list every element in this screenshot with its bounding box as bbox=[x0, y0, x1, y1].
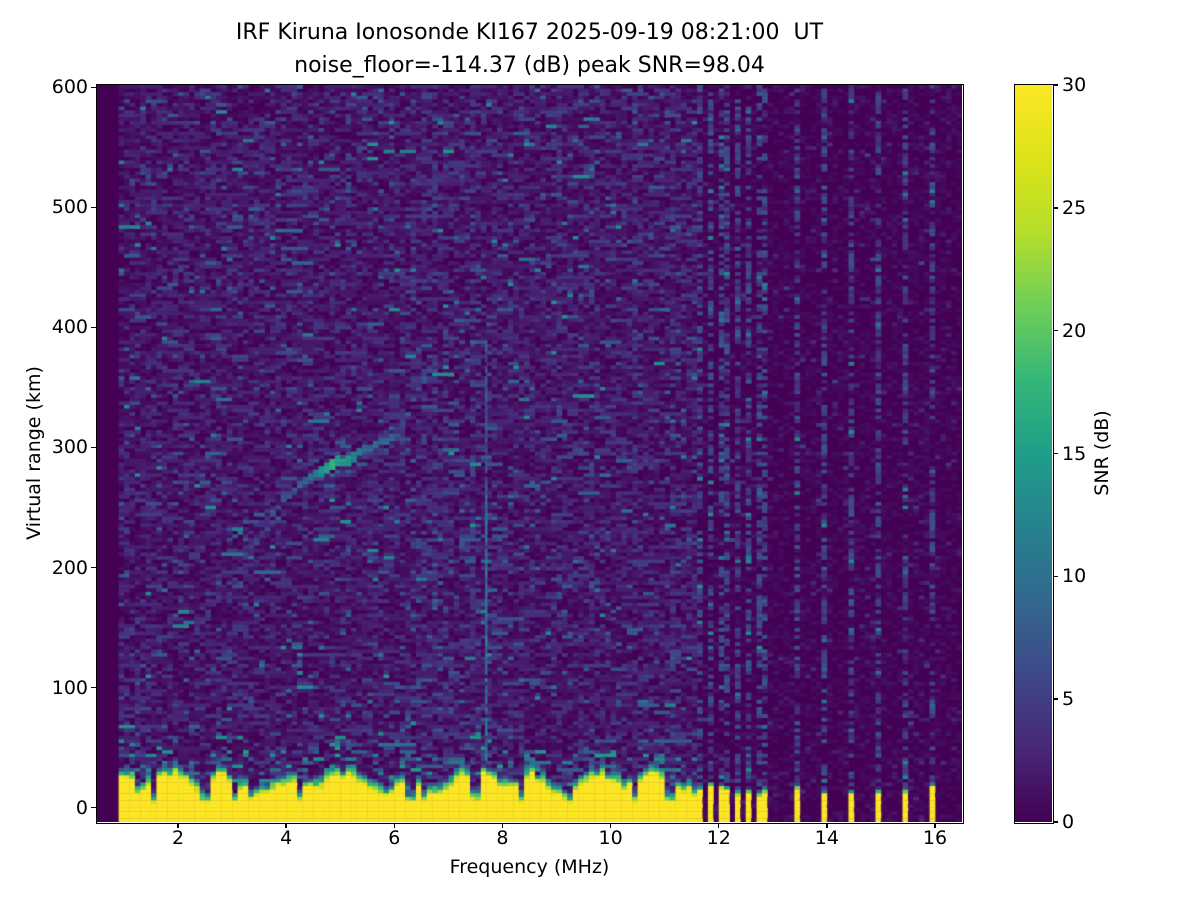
colorbar-tick-mark bbox=[1053, 821, 1058, 823]
x-tick-label-12: 12 bbox=[706, 827, 731, 849]
x-tick-mark bbox=[934, 823, 936, 828]
colorbar-gradient-canvas bbox=[1015, 85, 1052, 822]
x-tick-label-2: 2 bbox=[172, 827, 185, 849]
plot-title: IRF Kiruna Ionosonde KI167 2025-09-19 08… bbox=[235, 20, 824, 45]
ionogram-heatmap-canvas bbox=[97, 85, 962, 822]
x-tick-label-8: 8 bbox=[496, 827, 509, 849]
y-tick-label-400: 400 bbox=[51, 316, 88, 339]
y-tick-label-500: 500 bbox=[51, 196, 88, 219]
y-tick-mark bbox=[91, 326, 96, 329]
colorbar-tick-label-15: 15 bbox=[1062, 442, 1087, 465]
y-tick-mark bbox=[91, 206, 96, 209]
x-tick-label-6: 6 bbox=[388, 827, 401, 849]
plot-frame bbox=[96, 84, 964, 824]
x-tick-mark bbox=[393, 823, 396, 828]
x-tick-label-16: 16 bbox=[922, 827, 948, 849]
x-tick-mark bbox=[717, 823, 720, 828]
colorbar-tick-mark bbox=[1053, 84, 1058, 86]
x-tick-label-10: 10 bbox=[598, 827, 623, 849]
x-tick-mark bbox=[177, 823, 179, 828]
y-tick-mark bbox=[91, 806, 96, 809]
colorbar-tick-label-5: 5 bbox=[1062, 688, 1075, 711]
colorbar-tick-label-25: 25 bbox=[1062, 196, 1087, 219]
x-tick-mark bbox=[501, 823, 504, 828]
y-tick-label-200: 200 bbox=[51, 556, 88, 579]
colorbar-tick-mark bbox=[1053, 207, 1058, 209]
y-tick-mark bbox=[91, 566, 96, 569]
y-tick-mark bbox=[91, 446, 96, 449]
x-tick-mark bbox=[826, 823, 828, 828]
y-tick-mark bbox=[91, 86, 96, 89]
x-axis-label: Frequency (MHz) bbox=[449, 856, 610, 878]
y-tick-label-300: 300 bbox=[51, 436, 88, 459]
x-tick-mark bbox=[609, 823, 612, 828]
colorbar-tick-label-30: 30 bbox=[1062, 74, 1087, 96]
y-tick-label-100: 100 bbox=[51, 676, 88, 699]
y-tick-mark bbox=[91, 686, 96, 689]
colorbar-tick-mark bbox=[1053, 698, 1058, 700]
colorbar-tick-label-10: 10 bbox=[1062, 565, 1087, 588]
colorbar-tick-mark bbox=[1053, 452, 1058, 455]
colorbar-tick-label-20: 20 bbox=[1062, 319, 1087, 342]
y-tick-label-600: 600 bbox=[51, 76, 88, 99]
plot-subtitle: noise_floor=-114.37 (dB) peak SNR=98.04 bbox=[294, 53, 765, 78]
x-tick-mark bbox=[285, 823, 287, 828]
x-tick-label-4: 4 bbox=[280, 827, 293, 849]
colorbar-tick-label-0: 0 bbox=[1062, 811, 1075, 833]
colorbar bbox=[1014, 84, 1054, 824]
y-axis-label: Virtual range (km) bbox=[23, 366, 45, 540]
colorbar-tick-mark bbox=[1053, 575, 1058, 578]
colorbar-tick-mark bbox=[1053, 329, 1058, 332]
y-tick-label-0: 0 bbox=[75, 796, 88, 819]
colorbar-label: SNR (dB) bbox=[1091, 410, 1113, 496]
x-tick-label-14: 14 bbox=[814, 827, 839, 849]
